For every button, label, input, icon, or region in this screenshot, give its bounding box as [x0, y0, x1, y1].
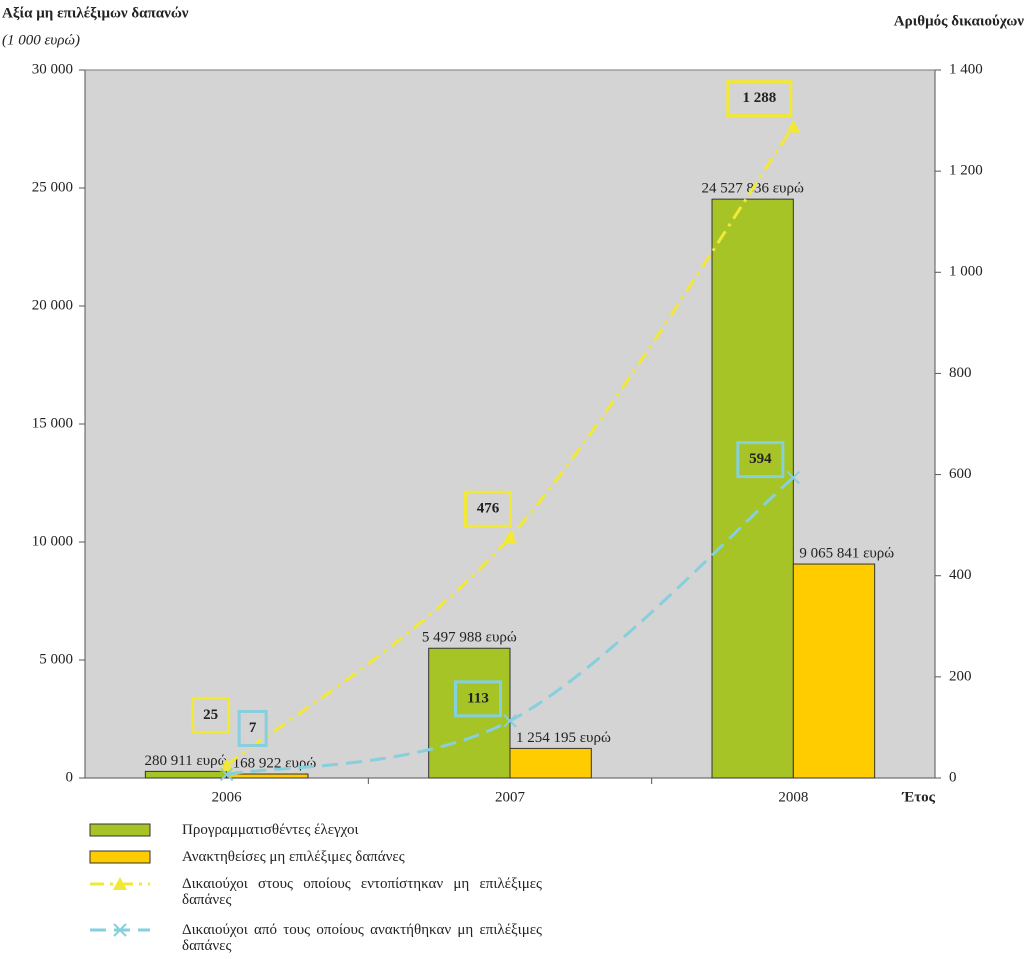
legend-marker [113, 877, 127, 890]
y-tick-label: 10 000 [32, 533, 73, 549]
y-tick-label: 20 000 [32, 297, 73, 313]
y2-tick-label: 200 [949, 668, 972, 684]
line-value-label: 476 [477, 501, 500, 517]
value-box [237, 709, 268, 747]
value-box [454, 680, 502, 718]
x-tick-label: 2006 [212, 789, 243, 805]
line [225, 125, 795, 767]
y2-tick-label: 1 200 [949, 163, 983, 179]
bar [144, 770, 228, 779]
legend-label: Προγραμματισθέντες έλεγχοι [182, 822, 359, 838]
y2-tick-label: 800 [949, 365, 972, 381]
y-tick-label: 30 000 [32, 61, 73, 77]
legend-swatch [89, 823, 151, 837]
line-value-label: 1 288 [742, 90, 776, 106]
bar [226, 773, 309, 779]
marker [786, 119, 801, 133]
line-value-label: 594 [749, 451, 772, 467]
bar-value-label: 280 911 ευρώ [144, 753, 227, 769]
bar [509, 747, 592, 779]
legend-marker [113, 923, 127, 937]
marker [219, 758, 234, 772]
value-box [464, 490, 512, 528]
line-value-label: 25 [203, 707, 218, 723]
y-title: Αξία μη επιλέξιμων δαπανών [2, 5, 189, 21]
bar-value-label: 5 497 988 ευρώ [422, 630, 517, 646]
legend-label: Ανακτηθείσες μη επιλέξιμες δαπάνες [182, 849, 405, 865]
y2-title: Αριθμός δικαιούχων [894, 13, 1024, 29]
y2-tick-label: 1 400 [949, 61, 983, 77]
legend-label: Δικαιούχοι στους οποίους εντοπίστηκαν μη… [182, 876, 542, 908]
y2-tick-label: 1 000 [949, 264, 983, 280]
marker [219, 767, 234, 782]
line-value-label: 113 [467, 690, 489, 706]
y-tick-label: 25 000 [32, 179, 73, 195]
x-tick-label: 2008 [778, 789, 808, 805]
marker [503, 530, 517, 544]
bar [792, 563, 876, 779]
bar-value-label: 168 922 ευρώ [233, 755, 317, 771]
x-title: Έτος [901, 789, 935, 805]
bar [428, 647, 511, 779]
x-tick-label: 2007 [495, 789, 526, 805]
bar-value-label: 9 065 841 ευρώ [799, 545, 894, 561]
value-box [191, 696, 231, 734]
value-box [736, 441, 785, 479]
marker [503, 714, 517, 728]
y-tick-label: 15 000 [32, 415, 73, 431]
marker [786, 470, 801, 485]
y-tick-label: 5 000 [39, 651, 73, 667]
y2-tick-label: 0 [949, 769, 957, 785]
y-tick-label: 0 [66, 769, 74, 785]
y2-tick-label: 600 [949, 466, 972, 482]
value-box [726, 80, 793, 118]
line-value-label: 7 [249, 720, 257, 736]
legend-swatch [89, 850, 151, 864]
bar [711, 198, 794, 779]
y-subtitle: (1 000 ευρώ) [2, 32, 80, 48]
y2-tick-label: 400 [949, 567, 972, 583]
legend-label: Δικαιούχοι από τους οποίους ανακτήθηκαν … [182, 922, 542, 954]
bar-value-label: 1 254 195 ευρώ [516, 730, 611, 746]
